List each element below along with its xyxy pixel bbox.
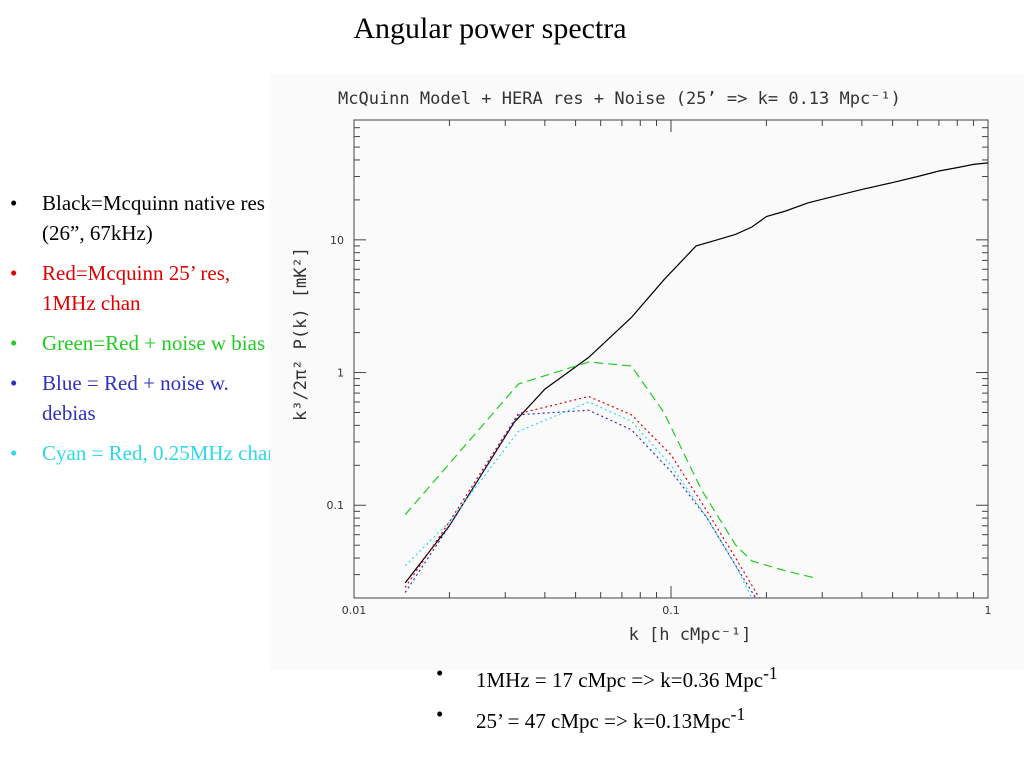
bullet-icon: • (10, 191, 18, 215)
series-red-line (404, 395, 760, 598)
x-tick-label: 1 (985, 604, 992, 617)
x-axis-label: k [h cMpc⁻¹] (629, 625, 752, 645)
series-cyan-line (404, 401, 753, 598)
series-black-line (404, 162, 988, 584)
bullet-icon: • (10, 331, 18, 355)
note-item: • 1MHz = 17 cMpc => k=0.36 Mpc-1 (436, 656, 778, 697)
bullet-icon: • (10, 371, 18, 395)
y-axis-label: k³/2π² P(k) [mK²] (291, 247, 311, 421)
legend-item-blue: • Blue = Red + noise w. debias (10, 368, 280, 428)
x-tick-label: 0.1 (662, 604, 680, 617)
legend-item-red: • Red=Mcquinn 25’ res, 1MHz chan (10, 258, 280, 318)
y-tick-label: 10 (330, 234, 344, 247)
bullet-icon: • (436, 661, 444, 685)
plot-background (270, 74, 1024, 670)
series-group (404, 162, 988, 598)
x-tick-label: 0.01 (342, 604, 367, 617)
notes-list: • 1MHz = 17 cMpc => k=0.36 Mpc-1 • 25’ =… (436, 656, 778, 738)
legend-text: Green=Red + noise w bias (42, 331, 266, 355)
chart-svg: McQuinn Model + HERA res + Noise (25’ =>… (270, 74, 1024, 670)
chart-title: McQuinn Model + HERA res + Noise (25’ =>… (338, 89, 901, 109)
note-item: • 25’ = 47 cMpc => k=0.13Mpc-1 (436, 697, 778, 738)
bullet-icon: • (10, 261, 18, 285)
note-text: 25’ = 47 cMpc => k=0.13Mpc (476, 709, 731, 733)
legend-text: Black=Mcquinn native res (26”, 67kHz) (42, 191, 265, 245)
note-superscript: -1 (730, 704, 746, 724)
legend-text: Cyan = Red, 0.25MHz chan (42, 441, 278, 465)
legend-text: Blue = Red + noise w. debias (42, 371, 229, 425)
power-spectrum-plot: McQuinn Model + HERA res + Noise (25’ =>… (270, 74, 1024, 670)
legend-item-green: • Green=Red + noise w bias (10, 328, 280, 358)
series-legend: • Black=Mcquinn native res (26”, 67kHz) … (10, 188, 280, 478)
legend-item-black: • Black=Mcquinn native res (26”, 67kHz) (10, 188, 280, 248)
note-text: 1MHz = 17 cMpc => k=0.36 Mpc (476, 668, 764, 692)
bullet-icon: • (10, 441, 18, 465)
legend-text: Red=Mcquinn 25’ res, 1MHz chan (42, 261, 231, 315)
legend-item-cyan: • Cyan = Red, 0.25MHz chan (10, 438, 280, 468)
axis-ticks: 0.01 0.1 1 0.1 1 10 (327, 119, 992, 617)
note-superscript: -1 (763, 663, 778, 683)
page-title: Angular power spectra (353, 12, 627, 45)
bullet-icon: • (436, 702, 444, 726)
y-tick-label: 0.1 (327, 499, 345, 512)
series-blue-line (404, 409, 757, 598)
series-green-line (404, 361, 818, 580)
y-tick-label: 1 (337, 367, 344, 380)
